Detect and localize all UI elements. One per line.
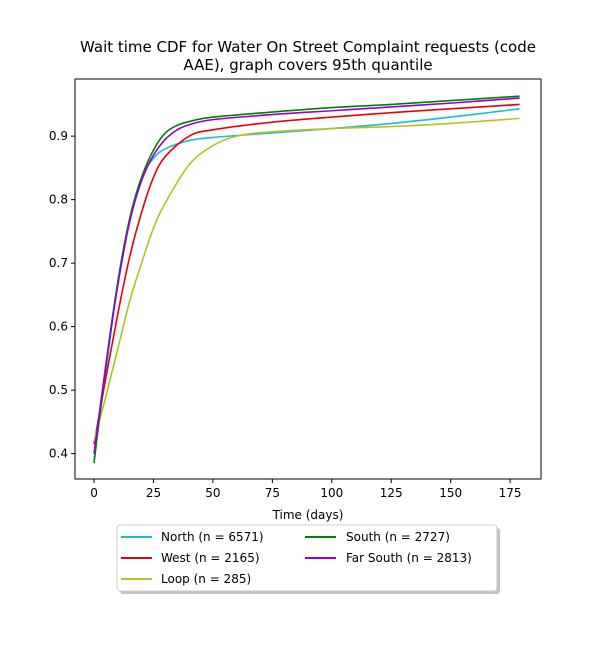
x-tick-label-3: 75 — [265, 486, 280, 500]
x-tick-label-0: 0 — [90, 486, 98, 500]
x-tick-label-7: 175 — [499, 486, 522, 500]
series-line-3 — [93, 95, 520, 464]
series-line-0 — [93, 108, 520, 461]
y-tick-label-4: 0.8 — [49, 193, 68, 207]
series-line-4 — [93, 97, 520, 454]
y-tick-label-3: 0.7 — [49, 256, 68, 270]
series-layer — [93, 95, 520, 464]
x-tick-label-6: 150 — [439, 486, 462, 500]
plot-frame — [74, 78, 542, 480]
series-line-2 — [93, 117, 520, 442]
legend-label-4: Far South (n = 2813) — [346, 551, 472, 565]
y-tick-label-5: 0.9 — [49, 129, 68, 143]
y-tick-label-1: 0.5 — [49, 383, 68, 397]
legend-label-1: West (n = 2165) — [161, 551, 260, 565]
legend-label-2: Loop (n = 285) — [161, 572, 251, 586]
series-line-1 — [93, 103, 520, 445]
x-tick-label-1: 25 — [146, 486, 161, 500]
y-tick-label-2: 0.6 — [49, 320, 68, 334]
ticks-layer: 0 25 50 75 100 125 150 175 0.4 0.5 0.6 0.7 0.8 0.9 — [49, 129, 522, 500]
legend: North (n = 6571) West (n = 2165) Loop (n =… — [116, 524, 500, 594]
legend-label-3: South (n = 2727) — [346, 530, 450, 544]
chart-title-line-2: AAE), graph covers 95th quantile — [183, 56, 432, 74]
legend-items: North (n = 6571) West (n = 2165) Loop (n =… — [121, 530, 472, 586]
x-tick-label-4: 100 — [320, 486, 343, 500]
x-tick-label-2: 50 — [205, 486, 220, 500]
x-axis-label: Time (days) — [272, 508, 344, 522]
legend-label-0: North (n = 6571) — [161, 530, 264, 544]
x-tick-label-5: 125 — [380, 486, 403, 500]
y-tick-label-0: 0.4 — [49, 447, 68, 461]
chart-title-line-1: Wait time CDF for Water On Street Compla… — [80, 38, 536, 56]
